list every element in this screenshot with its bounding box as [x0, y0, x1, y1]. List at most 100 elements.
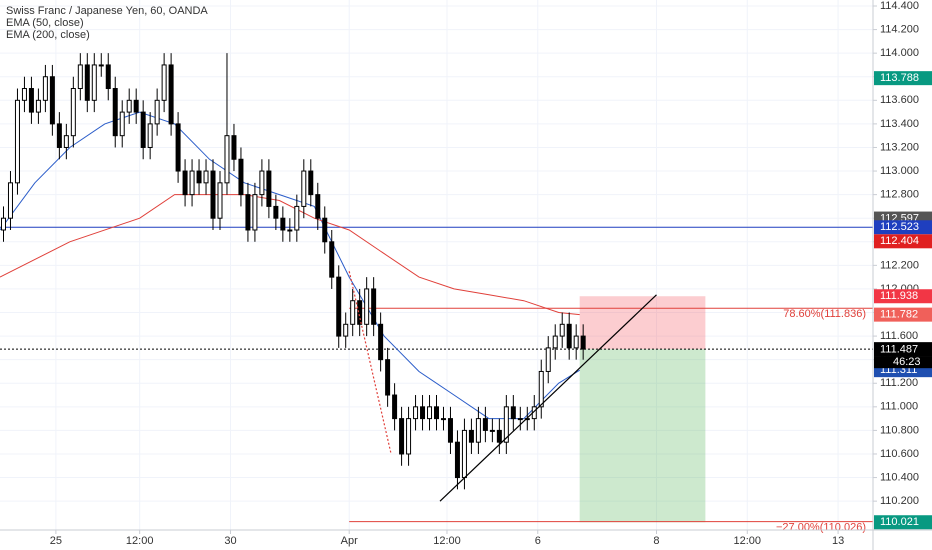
y-tick-label: 110.400 — [880, 471, 919, 483]
candle-body — [231, 135, 237, 160]
candle-body — [154, 99, 160, 125]
candle-body — [252, 194, 258, 231]
candle-body — [489, 429, 495, 432]
x-tick-label: 12:00 — [734, 535, 762, 547]
candle-body — [196, 170, 202, 184]
x-tick-label: 12:00 — [126, 535, 154, 547]
candle-body — [56, 123, 62, 148]
candle-body — [406, 418, 412, 455]
y-tick-label: 110.800 — [880, 424, 919, 436]
candle-body — [322, 217, 328, 243]
candle-body — [49, 76, 55, 125]
candle-body — [510, 406, 516, 420]
candle-body — [77, 64, 83, 90]
candle-body — [454, 441, 460, 479]
candle-body — [105, 64, 111, 90]
price-tag — [874, 234, 932, 249]
candle-body — [357, 300, 363, 325]
price-tag-label: 113.788 — [880, 72, 919, 84]
candle-body — [447, 418, 453, 443]
price-tag — [874, 342, 932, 357]
y-tick-label: 113.400 — [880, 118, 919, 130]
target-zone — [579, 349, 706, 523]
candle-body — [14, 99, 20, 184]
candle-body — [413, 406, 419, 420]
candle-body — [350, 300, 356, 325]
price-tag-label: 111.487 — [880, 343, 918, 355]
legend-item: EMA (200, close) — [6, 29, 90, 41]
fib-label: −27.00%(110.026) — [776, 522, 866, 534]
x-tick-label: 13 — [832, 535, 844, 547]
y-tick-label: 112.800 — [880, 189, 919, 201]
candle-body — [440, 418, 446, 421]
candle-body — [364, 288, 370, 325]
candle-body — [119, 111, 125, 137]
candle-body — [427, 406, 433, 420]
x-tick-label: 30 — [224, 535, 236, 547]
candle-body — [217, 182, 223, 219]
y-tick-label: 110.200 — [880, 495, 919, 507]
x-tick-label: 8 — [653, 535, 659, 547]
y-tick-label: 113.600 — [880, 94, 919, 106]
x-tick-label: Apr — [341, 535, 358, 547]
candle-body — [343, 323, 349, 337]
candle-body — [0, 217, 6, 231]
candle-body — [98, 64, 104, 67]
candle-body — [203, 170, 209, 184]
candle-body — [133, 99, 139, 113]
y-tick-label: 113.000 — [880, 165, 919, 177]
candle-body — [308, 170, 314, 196]
candle-body — [482, 418, 488, 431]
candle-body — [35, 99, 41, 113]
candle-body — [168, 64, 174, 125]
candle-body — [161, 64, 167, 101]
candle-body — [336, 276, 342, 337]
x-tick-label: 25 — [50, 535, 62, 547]
candle-body — [126, 99, 132, 113]
candle-body — [378, 323, 384, 361]
price-tag-label: 110.021 — [880, 516, 919, 528]
y-tick-label: 114.400 — [880, 0, 919, 12]
price-tag — [874, 71, 932, 86]
candle-body — [224, 135, 230, 184]
candle-body — [28, 88, 34, 113]
candle-body — [42, 76, 48, 101]
price-tag-label: 111.782 — [880, 309, 918, 321]
x-tick-label: 12:00 — [433, 535, 461, 547]
y-tick-label: 110.600 — [880, 448, 919, 460]
candle-body — [545, 347, 551, 372]
candle-body — [266, 170, 272, 207]
candle-body — [294, 205, 300, 231]
candle-body — [273, 205, 279, 219]
candle-body — [21, 88, 27, 101]
candle-body — [573, 335, 579, 349]
candle-body — [210, 170, 216, 219]
candle-body — [70, 88, 76, 137]
fib-label: 78.60%(111.836) — [783, 308, 866, 320]
candle-body — [461, 429, 467, 479]
candle-body — [301, 170, 307, 207]
price-tag — [874, 515, 932, 530]
candle-body — [84, 64, 90, 101]
y-tick-label: 111.200 — [880, 377, 918, 389]
candle-body — [517, 418, 523, 421]
candle-body — [559, 323, 565, 337]
legend-item: EMA (50, close) — [6, 17, 84, 29]
price-tag — [874, 220, 932, 235]
candle-body — [189, 170, 195, 196]
countdown: 46:23 — [893, 356, 921, 368]
candle-body — [112, 88, 118, 137]
candle-body — [475, 418, 481, 443]
candle-body — [496, 429, 502, 443]
candle-body — [538, 370, 544, 408]
y-tick-label: 111.600 — [880, 330, 918, 342]
candle-body — [552, 335, 558, 349]
candle-body — [259, 170, 265, 196]
price-tag — [874, 289, 932, 304]
candle-body — [580, 335, 586, 350]
y-tick-label: 111.000 — [880, 401, 918, 413]
countdown-tag — [874, 356, 932, 369]
candle-body — [566, 323, 572, 349]
price-tag-label: 111.938 — [880, 290, 918, 302]
